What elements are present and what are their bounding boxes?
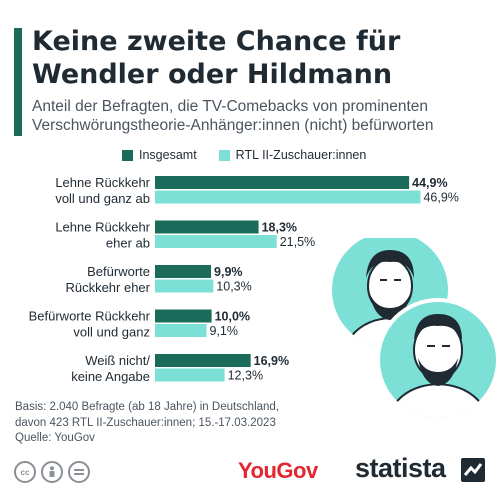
category-label: voll und ganz ab [55,191,150,206]
category-label: keine Angabe [71,369,150,384]
data-label: 46,9% [423,191,458,205]
license-icons: cc [14,461,95,483]
page-title: Keine zweite Chance für Wendler oder Hil… [32,26,401,90]
bar-insgesamt [155,309,212,323]
data-label: 12,3% [228,369,263,383]
person-icon[interactable] [41,461,63,483]
data-label: 18,3% [262,221,297,235]
bar-insgesamt [155,265,212,278]
legend-item-insgesamt: Insgesamt [122,148,197,162]
legend-swatch-insgesamt [122,149,133,161]
footnote: Basis: 2.040 Befragte (ab 18 Jahre) in D… [15,400,355,447]
page-subtitle: Anteil der Befragten, die TV-Comebacks v… [32,98,434,134]
footnote-basis-line1: Basis: 2.040 Befragte (ab 18 Jahre) in D… [15,401,280,413]
data-label: 16,9% [254,354,289,368]
portrait-illustrations [332,238,498,420]
equals-icon[interactable] [68,461,90,483]
data-label: 21,5% [280,235,315,249]
bar-rtl [155,368,225,382]
bar-insgesamt [155,176,410,189]
cc-icon[interactable]: cc [14,461,36,483]
data-label: 10,0% [215,310,250,324]
data-label: 9,1% [210,324,239,338]
bar-insgesamt [155,220,259,234]
category-label: Lehne Rückkehr [55,175,150,190]
category-label: Rückkehr eher [65,280,150,295]
bar-rtl [155,279,214,293]
bar-rtl [155,324,207,337]
category-label: voll und ganz [73,325,150,340]
legend-item-rtl: RTL II-Zuschauer:innen [218,148,367,162]
category-label: Befürworte Rückkehr [29,309,151,324]
data-label: 9,9% [214,265,243,279]
data-label: 44,9% [412,176,447,190]
bar-rtl [155,190,421,204]
footnote-source: Quelle: YouGov [15,432,95,444]
statista-logo[interactable]: statista [355,453,446,483]
bar-rtl [155,235,277,248]
legend-label-insgesamt: Insgesamt [139,148,197,162]
category-label: Weiß nicht/ [85,353,150,368]
yougov-logo[interactable]: YouGov [238,458,318,483]
portrait-bottom [376,298,498,420]
legend-label-rtl: RTL II-Zuschauer:innen [235,148,367,162]
footnote-basis-line2: davon 423 RTL II-Zuschauer:innen; 15.-17… [15,416,276,429]
category-label: Lehne Rückkehr [55,220,150,235]
legend-swatch-rtl [218,149,230,161]
title-accent-bar [14,28,22,136]
bar-insgesamt [155,354,251,367]
category-label: Befürworte [87,264,150,279]
category-label: eher ab [106,236,150,251]
statista-icon[interactable] [461,458,485,482]
data-label: 10,3% [216,280,251,294]
legend: Insgesamt RTL II-Zuschauer:innen [122,148,388,162]
